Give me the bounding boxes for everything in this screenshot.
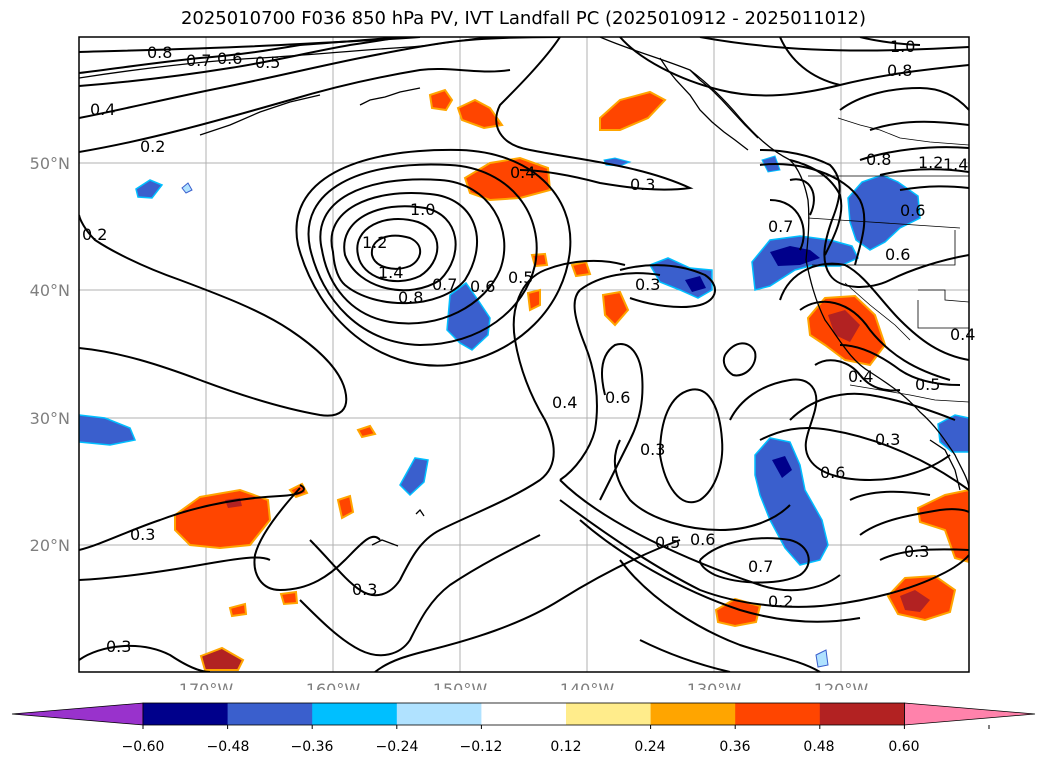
graticule bbox=[79, 37, 969, 672]
colorbar-tick-label: −0.12 bbox=[460, 739, 503, 755]
map-frame bbox=[78, 36, 970, 673]
colorbar-segment bbox=[481, 703, 567, 725]
contour-label: 0.4 bbox=[552, 393, 577, 412]
contour-label: 0.3 bbox=[904, 542, 929, 561]
colorbar-segment bbox=[312, 703, 398, 725]
contour-label: 1.0 bbox=[410, 200, 435, 219]
lon-label: 120°W bbox=[814, 680, 869, 690]
contour-label: 0.2 bbox=[768, 592, 793, 611]
contour-label: 0.8 bbox=[147, 43, 172, 62]
lon-label: 150°W bbox=[433, 680, 488, 690]
contour-label: 0.6 bbox=[820, 463, 845, 482]
contour-label: 0.4 bbox=[950, 325, 975, 344]
colorbar-tick-label: −0.60 bbox=[122, 739, 165, 755]
contour-label: 0.6 bbox=[217, 49, 242, 68]
contour-labels: 0.8 0.7 0.6 0.5 1.0 0.8 0.4 0.2 0.2 0.4 … bbox=[82, 37, 975, 656]
contour-label: 0.3 bbox=[106, 637, 131, 656]
contour-label: 0.2 bbox=[82, 225, 107, 244]
lat-label: 40°N bbox=[30, 281, 70, 300]
contour-label: 0.2 bbox=[140, 137, 165, 156]
colorbar-tick-label: −0.36 bbox=[291, 739, 334, 755]
contour-label: 0.6 bbox=[900, 201, 925, 220]
contour-label: 0.6 bbox=[885, 245, 910, 264]
ivt-positive-regions bbox=[174, 88, 969, 671]
colorbar-segment bbox=[143, 703, 229, 725]
colorbar-tick-label: −0.24 bbox=[376, 739, 419, 755]
contour-label: 0.7 bbox=[748, 557, 773, 576]
contour-label: 0.8 bbox=[887, 61, 912, 80]
lat-labels: 50°N 40°N 30°N 20°N bbox=[30, 154, 70, 555]
colorbar-outline bbox=[142, 702, 905, 726]
lon-label: 170°W bbox=[179, 680, 234, 690]
contour-label: 0.7 bbox=[432, 275, 457, 294]
colorbar-tick-label: 0.12 bbox=[550, 739, 581, 755]
colorbar-tick-label: −0.48 bbox=[207, 739, 250, 755]
lon-labels: 170°W 160°W 150°W 140°W 130°W 120°W bbox=[179, 680, 869, 690]
contour-label: 0.5 bbox=[255, 53, 280, 72]
lat-label: 30°N bbox=[30, 409, 70, 428]
contour-label: 0.5 bbox=[915, 375, 940, 394]
ivt-negative-regions bbox=[79, 155, 969, 668]
contour-label: 0.6 bbox=[470, 277, 495, 296]
colorbar-tick-label: 0.36 bbox=[719, 739, 750, 755]
contour-label: 0.7 bbox=[768, 217, 793, 236]
contour-label: 0.8 bbox=[398, 288, 423, 307]
contour-label: 0.4 bbox=[90, 100, 115, 119]
colorbar-extend-max bbox=[904, 702, 1036, 726]
colorbar-segment bbox=[819, 703, 905, 725]
colorbar-segments bbox=[11, 702, 1036, 726]
map-plot: 0.8 0.7 0.6 0.5 1.0 0.8 0.4 0.2 0.2 0.4 … bbox=[30, 36, 975, 690]
lon-label: 160°W bbox=[306, 680, 361, 690]
colorbar-ticks bbox=[142, 725, 990, 729]
pv-cyclone-contours bbox=[295, 148, 572, 367]
contour-label: 0.3 bbox=[130, 525, 155, 544]
map-title: 2025010700 F036 850 hPa PV, IVT Landfall… bbox=[180, 8, 867, 29]
contour-label: 1.2 bbox=[362, 233, 387, 252]
contour-label: 0.6 bbox=[605, 388, 630, 407]
coastlines bbox=[79, 37, 969, 547]
lon-label: 130°W bbox=[687, 680, 742, 690]
contour-label: 0.3 bbox=[352, 580, 377, 599]
colorbar-tick-label: 0.24 bbox=[634, 739, 665, 755]
contour-label: 0.3 bbox=[635, 275, 660, 294]
contour-label: 0.7 bbox=[186, 51, 211, 70]
colorbar-tick-labels: −0.60 −0.48 −0.36 −0.24 −0.12 0.12 0.24 … bbox=[122, 739, 920, 755]
lat-label: 20°N bbox=[30, 536, 70, 555]
contour-label: 0.3 bbox=[875, 430, 900, 449]
contour-label: 1.4 bbox=[943, 155, 968, 174]
colorbar-segment bbox=[227, 703, 313, 725]
colorbar-tick-label: 0.48 bbox=[803, 739, 834, 755]
borders bbox=[807, 117, 969, 403]
contour-label: 0.3 bbox=[630, 175, 655, 194]
lon-label: 140°W bbox=[560, 680, 615, 690]
colorbar-segment bbox=[650, 703, 736, 725]
contour-label: 1.0 bbox=[890, 37, 915, 56]
colorbar-segment bbox=[396, 703, 482, 725]
contour-label: 0.4 bbox=[848, 367, 873, 386]
contour-label: 0.5 bbox=[508, 268, 533, 287]
contour-label: 0.4 bbox=[510, 163, 535, 182]
contour-label: 0.5 bbox=[655, 533, 680, 552]
contour-label: 0.8 bbox=[866, 150, 891, 169]
colorbar-extend-min bbox=[11, 702, 144, 726]
pv-contours bbox=[79, 37, 969, 672]
contour-label: 0.3 bbox=[640, 440, 665, 459]
contour-label: 0.6 bbox=[690, 530, 715, 549]
contour-label: 1.2 bbox=[918, 153, 943, 172]
colorbar-segment bbox=[566, 703, 652, 725]
lat-label: 50°N bbox=[30, 154, 70, 173]
colorbar-tick-label: 0.60 bbox=[888, 739, 919, 755]
contour-label: 1.4 bbox=[378, 263, 403, 282]
colorbar-segment bbox=[735, 703, 821, 725]
